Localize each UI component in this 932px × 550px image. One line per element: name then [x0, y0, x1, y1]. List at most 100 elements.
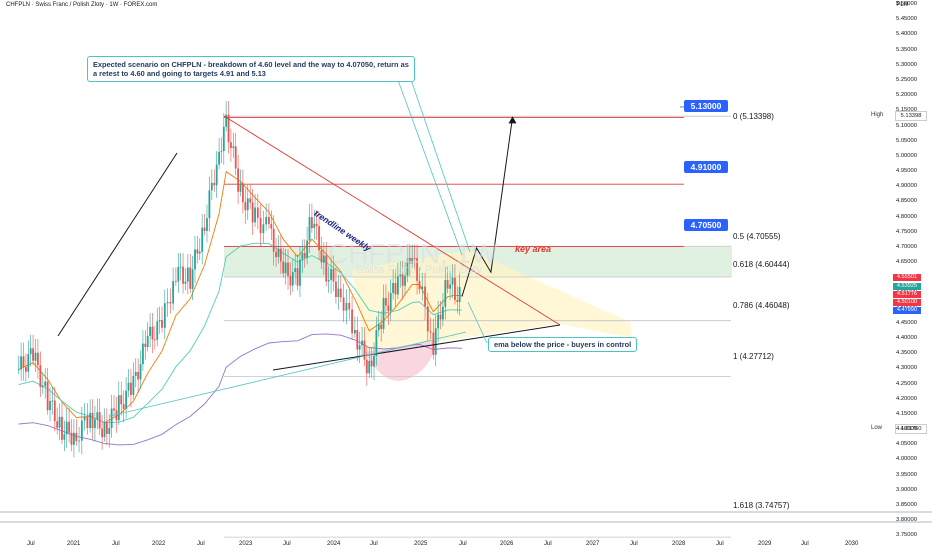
candle-body: [426, 306, 429, 332]
candle-body: [387, 305, 390, 311]
candle-body: [296, 268, 299, 286]
candle-body: [458, 287, 461, 302]
candle-body: [234, 146, 237, 169]
candle-body: [149, 326, 151, 337]
ema-annotation[interactable]: ema below the price - buyers in control: [488, 337, 638, 352]
x-tick-label: 2027: [586, 541, 600, 547]
target-badge-4-705[interactable]: 4.70500: [684, 219, 728, 231]
candle-body: [313, 223, 316, 229]
candle-body: [299, 259, 301, 286]
candle-body: [246, 198, 249, 211]
candle-body: [215, 164, 218, 186]
y-tick-label: 5.35000: [896, 46, 917, 53]
candle-body: [117, 395, 120, 421]
candle-body: [308, 217, 311, 241]
candle-body: [139, 364, 142, 380]
candle-body: [156, 321, 159, 340]
candle-body: [218, 151, 221, 165]
candle-body: [96, 412, 99, 420]
candle-body: [73, 432, 75, 445]
candle-body: [232, 146, 235, 148]
candle-body: [449, 284, 452, 289]
candle-body: [153, 339, 156, 341]
x-tick-label: 2024: [327, 541, 341, 547]
x-tick-label: 2021: [67, 541, 81, 547]
candle-body: [110, 408, 113, 429]
candle-body: [227, 114, 230, 143]
candle-body: [182, 266, 184, 284]
candle-body: [439, 314, 442, 320]
target-badge-4-91[interactable]: 4.91000: [684, 161, 728, 173]
x-tick-label: Jul: [112, 541, 120, 547]
candle-body: [392, 283, 395, 293]
candle-body: [115, 410, 118, 421]
candle-body: [194, 249, 196, 270]
candle-body: [134, 371, 137, 376]
candle-body: [122, 404, 125, 409]
candle-body: [239, 183, 242, 192]
y-tick-label: 3.85000: [896, 502, 917, 509]
candle-body: [345, 302, 348, 311]
candle-body: [421, 286, 424, 290]
candle-body: [94, 419, 96, 429]
candle-body: [256, 207, 259, 218]
candle-body: [327, 279, 330, 282]
currency-label: PLN: [896, 2, 908, 8]
candle-body: [113, 408, 115, 411]
candle-body: [86, 416, 89, 429]
candle-body: [208, 190, 211, 219]
y-tick-label: 4.30000: [896, 365, 917, 372]
fib-level-0: 0 (5.13398): [733, 112, 774, 121]
y-tick-label: 4.45000: [896, 319, 917, 326]
candle-body: [191, 269, 194, 289]
candle-body: [406, 257, 409, 276]
candle-body: [105, 422, 108, 435]
chart-header-symbol[interactable]: CHFPLN · Swiss Franc / Polish Zloty · 1W…: [6, 2, 158, 8]
y-tick-label: 5.10000: [896, 122, 917, 129]
candle-body: [63, 434, 66, 440]
annotation-pointer-1: [406, 67, 471, 253]
candle-body: [230, 142, 232, 148]
candle-body: [27, 354, 30, 372]
candle-body: [382, 298, 385, 329]
candle-body: [125, 390, 127, 409]
target-badge-5-13[interactable]: 5.13000: [684, 100, 728, 112]
candle-body: [137, 371, 140, 380]
candle-body: [142, 343, 144, 365]
scenario-annotation[interactable]: Expected scenario on CHFPLN - breakdown …: [87, 56, 415, 82]
candle-body: [291, 271, 294, 286]
y-tick-label: 3.80000: [896, 517, 917, 524]
candle-body: [179, 266, 182, 268]
candle-body: [342, 297, 345, 311]
candle-body: [22, 356, 25, 368]
candle-body: [29, 348, 32, 355]
candle-body: [370, 360, 373, 367]
y-tick-label: 4.20000: [896, 395, 917, 402]
candle-body: [146, 336, 149, 347]
y-tick-label: 4.65000: [896, 259, 917, 266]
candle-body: [365, 359, 368, 374]
candle-body: [389, 292, 392, 311]
candle-body: [311, 217, 313, 229]
price-badge: 4.55501: [893, 274, 921, 281]
candle-body: [49, 401, 51, 411]
candle-body: [351, 309, 353, 334]
candle-body: [58, 416, 61, 428]
candle-body: [177, 266, 180, 282]
candle-body: [301, 252, 304, 260]
candle-body: [127, 382, 130, 391]
candle-body: [368, 360, 371, 374]
price-badge: 4.51776: [893, 291, 921, 298]
candle-body: [429, 331, 432, 333]
candle-body: [268, 216, 270, 224]
y-tick-label: 4.10000: [896, 426, 917, 433]
candle-body: [353, 329, 356, 334]
candle-body: [39, 365, 42, 388]
candle-body: [206, 218, 208, 232]
candle-body: [401, 274, 404, 286]
candle-body: [213, 182, 216, 186]
candle-body: [25, 367, 27, 372]
candle-body: [37, 352, 39, 366]
y-tick-label: 3.75000: [896, 532, 917, 539]
